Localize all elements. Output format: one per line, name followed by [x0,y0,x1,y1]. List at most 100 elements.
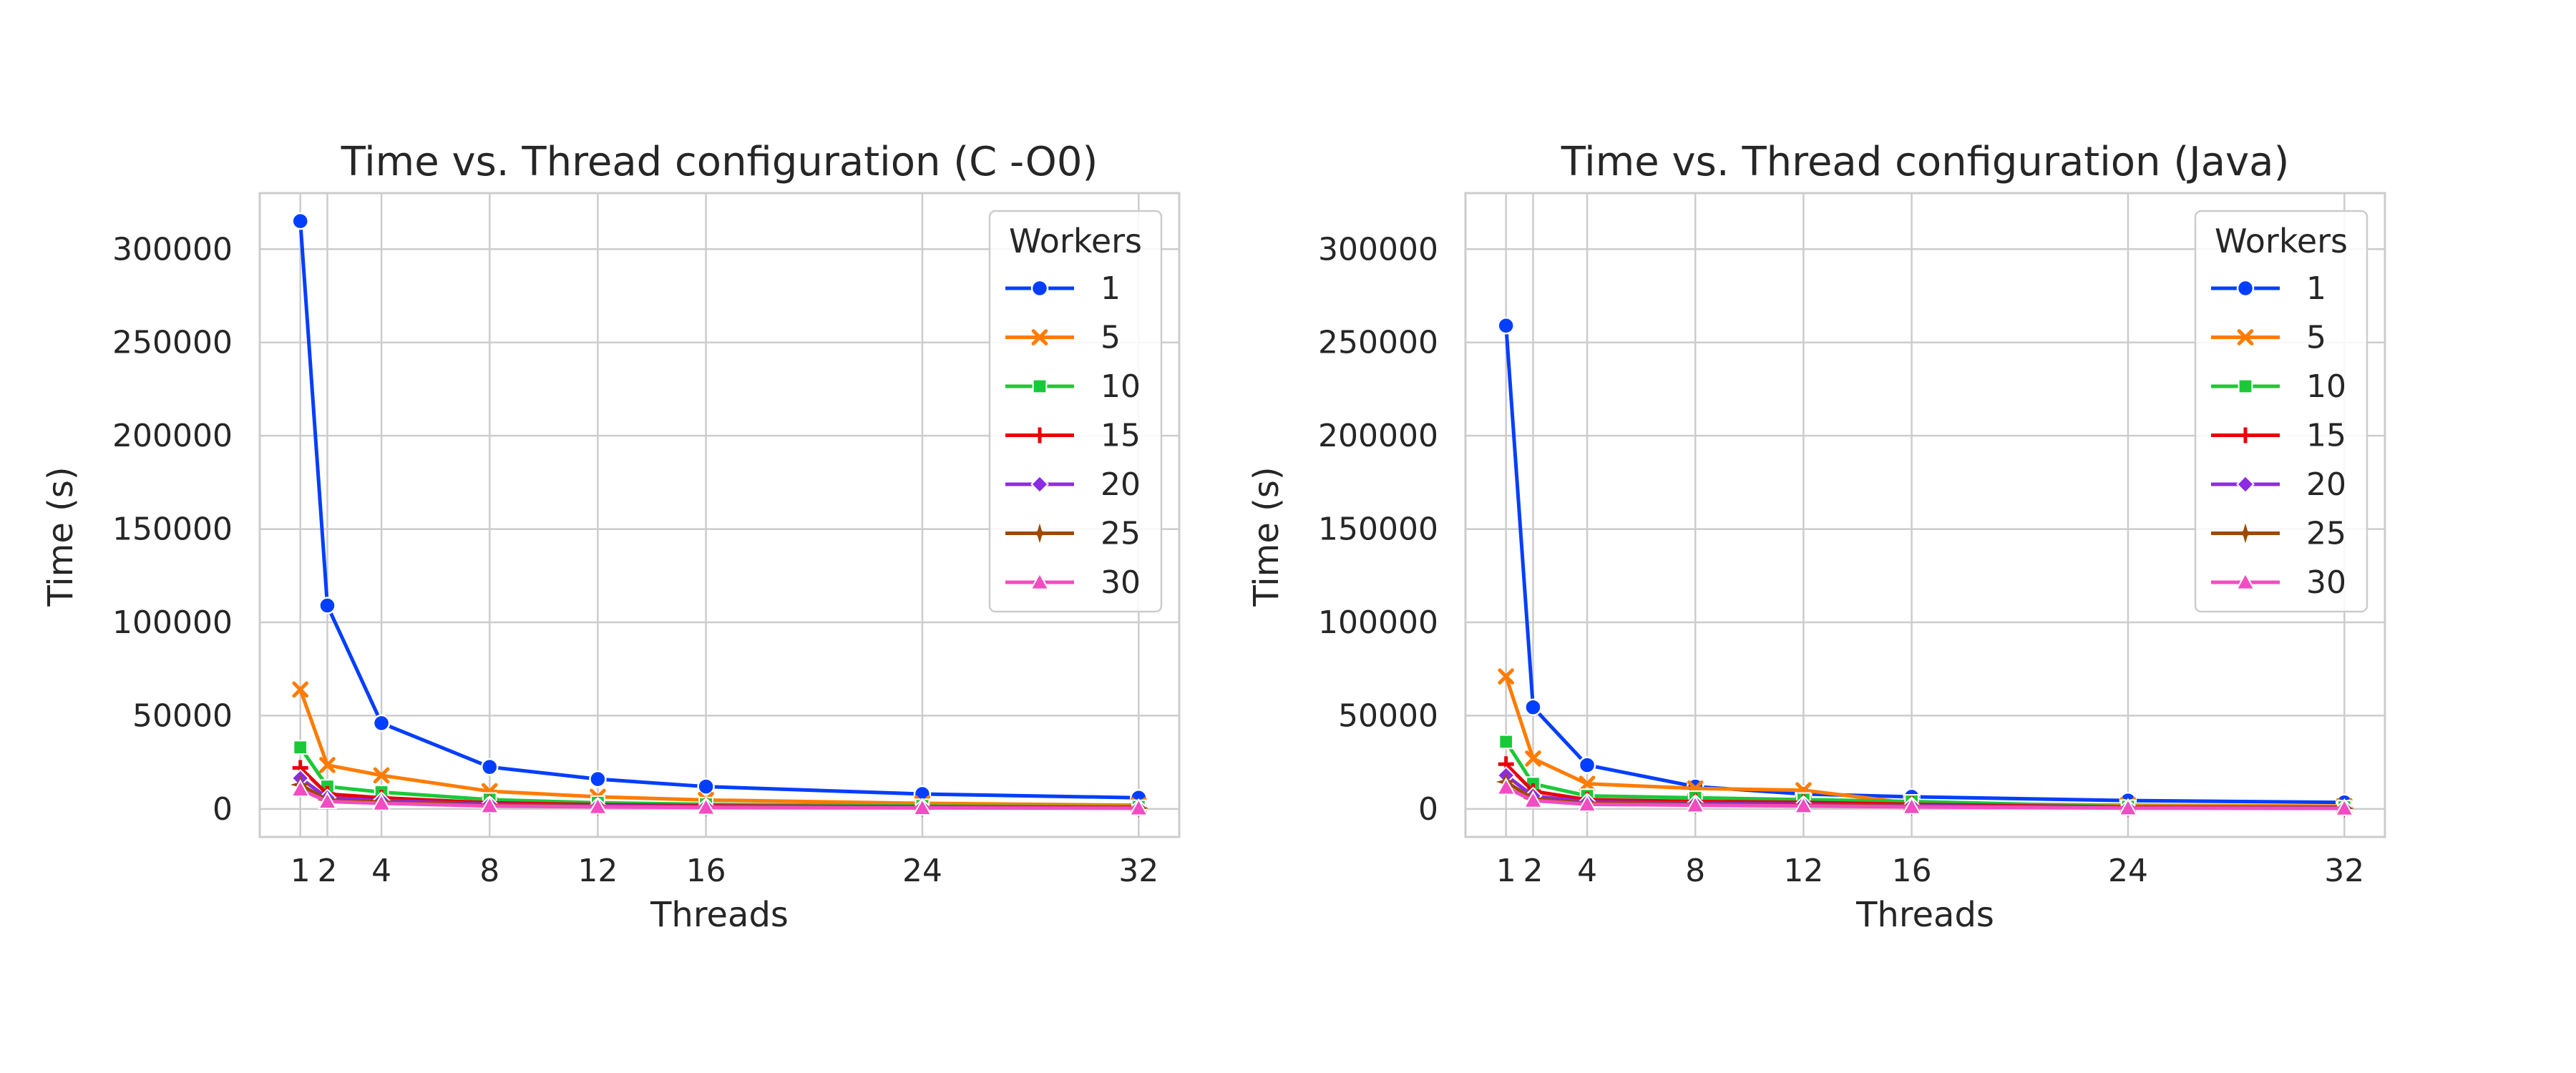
legend-marker [1031,329,1048,346]
legend-marker [2235,572,2255,590]
legend-marker [2235,523,2255,544]
data-point [290,779,311,798]
y-tick-label: 300000 [1318,231,1438,268]
legend-item: 10 [1005,368,1141,405]
x-tick-label: 24 [902,853,942,889]
series-line [1504,675,2345,808]
data-point [481,758,499,776]
data-point [1793,795,1814,814]
legend-item: 5 [1005,320,1121,356]
legend-label: 5 [2306,320,2326,356]
data-point [479,795,500,814]
legend-marker [1032,378,1048,394]
legend-item: 30 [1005,564,1141,601]
legend-item: 1 [2211,270,2326,307]
x-tick-label: 12 [1783,853,1823,889]
data-point [696,797,716,815]
data-point [319,757,336,773]
x-tick-label: 2 [1523,853,1543,889]
legend-item: 15 [2211,418,2346,454]
series-line [298,220,1139,800]
data-point [291,212,309,230]
x-tick-label: 8 [479,853,499,889]
data-point [589,770,607,788]
series-5 [1498,668,2353,815]
data-point [2118,798,2138,816]
legend-title: Workers [1009,222,1142,260]
data-point [1901,796,1922,815]
plot-frame [258,192,1181,838]
y-tick-label: 0 [1418,791,1438,828]
legend-label: 10 [1101,368,1141,405]
y-axis-label: Time (s) [1246,466,1287,607]
y-tick-label: 300000 [112,231,233,268]
legend-label: 5 [1101,320,1121,356]
data-point [697,778,715,795]
legend-box [2194,210,2368,613]
data-point [1685,795,1706,813]
data-point [1577,794,1597,813]
legend-label: 15 [2306,418,2346,454]
series-line [299,788,1139,810]
legend-marker [1032,427,1048,444]
data-point [318,597,336,614]
data-point [1498,734,1514,750]
legend-label: 20 [2306,466,2346,503]
legend-marker [2236,279,2255,298]
data-point [912,798,932,816]
y-tick-label: 150000 [112,511,233,548]
legend-marker [1030,523,1050,544]
legend-marker [2237,329,2254,346]
chart-title: Time vs. Thread configuration (Java) [1561,139,2290,185]
data-point [292,681,308,698]
series-line [1505,785,2345,810]
legend-marker [1030,572,1050,590]
data-point [1498,668,1514,685]
legend-item: 5 [2211,320,2326,356]
legend-label: 10 [2306,368,2346,405]
series-5 [292,681,1147,813]
legend-item: 25 [1005,516,1141,552]
series-line [298,746,1139,809]
x-tick-label: 4 [371,853,391,889]
x-axis-label: Threads [650,895,789,935]
y-tick-label: 200000 [1318,418,1438,454]
y-tick-label: 0 [213,791,233,828]
x-tick-label: 32 [1118,853,1158,889]
data-point [293,740,308,755]
legend-title: Workers [2215,222,2348,260]
y-tick-label: 100000 [112,604,233,641]
y-axis-label: Time (s) [41,466,81,607]
legend-item: 20 [1005,466,1141,503]
chart-title: Time vs. Thread configuration (C -O0) [341,139,1098,185]
legend-marker [1030,279,1049,298]
legend-item: 20 [2211,466,2346,503]
legend-item: 30 [2211,564,2346,601]
data-point [1497,316,1515,335]
x-axis-label: Threads [1855,895,1994,935]
x-tick-label: 1 [291,853,311,889]
legend-marker [2238,378,2253,394]
data-point [372,714,391,733]
y-tick-label: 50000 [1338,697,1438,734]
y-tick-label: 250000 [112,325,233,361]
chart-panel-1: 1 2 4 8 12 16 24 320500001000001500002000002500… [41,139,1181,935]
legend-marker [2238,427,2253,444]
series-30 [290,779,1149,816]
data-point [587,796,608,815]
data-point [317,791,338,810]
legend-label: 30 [1101,564,1141,601]
data-point [1496,777,1516,795]
legend-item: 15 [1005,418,1141,454]
legend-label: 1 [2306,270,2326,307]
data-point [1579,775,1596,792]
plot-frame [1464,192,2386,838]
x-tick-label: 8 [1685,853,1705,889]
legend-marker [1030,475,1049,494]
series-30 [1496,777,2355,816]
x-tick-label: 16 [1892,853,1932,889]
x-tick-label: 32 [2324,853,2364,889]
legend-marker [2236,475,2255,494]
